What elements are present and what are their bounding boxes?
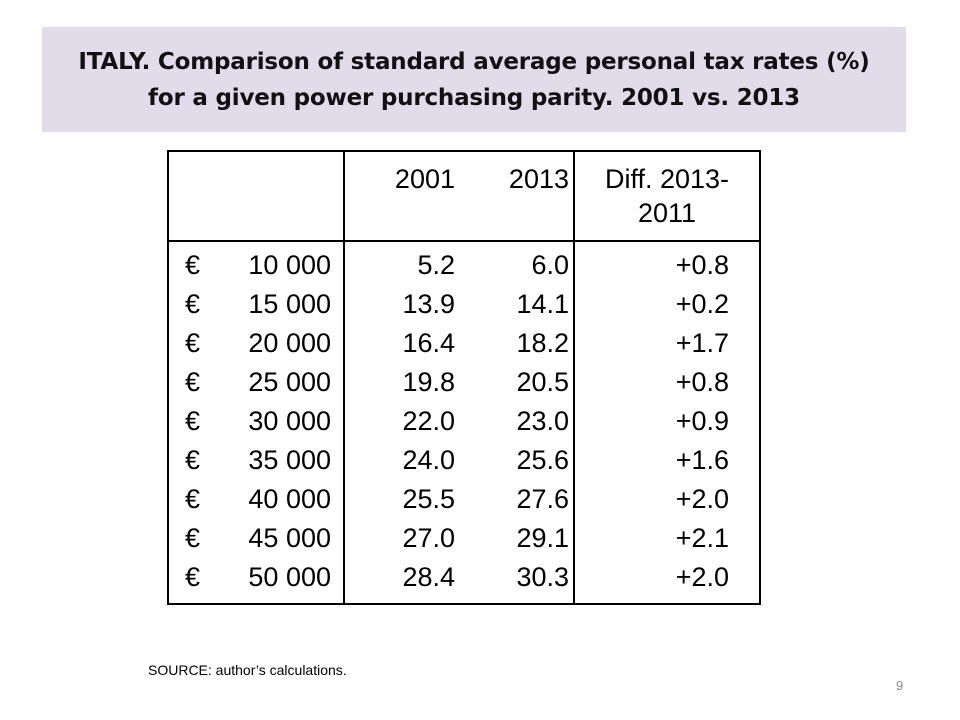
rate-2001-cell: 24.0 [402,445,455,475]
diff-cell: +0.2 [675,289,729,319]
diff-cell: +1.7 [675,328,729,358]
rate-2001-cell: 16.4 [402,328,455,358]
rate-2013-cell: 6.0 [459,241,575,285]
income-value: 50 000 [248,562,331,592]
income-cell: €10 000 [168,241,345,285]
income-value: 45 000 [248,523,331,553]
tax-rate-table: 2001 2013 Diff. 2013- 2011 €10 000 5.2 6… [167,150,761,605]
rate-2001-cell: 28.4 [402,562,455,592]
rate-2001-cell: 27.0 [402,523,455,553]
table-header-row: 2001 2013 Diff. 2013- 2011 [168,151,760,242]
table-row: €25 000 19.8 20.5 +0.8 [168,363,760,402]
currency-symbol: € [185,445,201,475]
diff-cell: +1.6 [675,445,729,475]
currency-symbol: € [185,250,201,280]
diff-cell: +0.8 [675,367,729,397]
slide-title-line-2: for a given power purchasing parity. 200… [148,84,800,111]
income-value: 35 000 [248,445,331,475]
income-value: 40 000 [248,484,331,514]
currency-symbol: € [185,484,201,514]
income-value: 15 000 [248,289,331,319]
currency-symbol: € [185,328,201,358]
income-cell: €50 000 [168,558,345,604]
income-value: 10 000 [248,250,331,280]
currency-symbol: € [185,367,201,397]
rate-2013-cell: 14.1 [459,285,575,324]
rate-2013-cell: 18.2 [459,324,575,363]
currency-symbol: € [185,406,201,436]
income-cell: €25 000 [168,363,345,402]
rate-2013-cell: 30.3 [459,558,575,604]
table-row: €30 000 22.0 23.0 +0.9 [168,402,760,441]
currency-symbol: € [185,562,201,592]
header-2013: 2013 [459,151,575,242]
rate-2001-cell: 19.8 [402,367,455,397]
header-2001: 2001 [344,151,459,242]
diff-cell: +2.0 [675,562,729,592]
rate-2001-cell: 13.9 [402,289,455,319]
income-cell: €30 000 [168,402,345,441]
header-diff: Diff. 2013- 2011 [574,151,760,242]
table-row: €50 000 28.4 30.3 +2.0 [168,558,760,604]
header-diff-line-1: Diff. 2013- [604,164,730,194]
rate-2013-cell: 27.6 [459,480,575,519]
page-number: 9 [896,678,904,693]
slide-title-line-1: ITALY. Comparison of standard average pe… [78,48,870,75]
income-cell: €15 000 [168,285,345,324]
currency-symbol: € [185,523,201,553]
rate-2001-cell: 25.5 [402,484,455,514]
diff-cell: +2.1 [675,523,729,553]
table-row: €45 000 27.0 29.1 +2.1 [168,519,760,558]
header-diff-line-2: 2011 [637,198,697,228]
rate-2013-cell: 29.1 [459,519,575,558]
table-row: €10 000 5.2 6.0 +0.8 [168,241,760,285]
source-note: SOURCE: author’s calculations. [148,662,347,678]
income-value: 25 000 [248,367,331,397]
title-band: ITALY. Comparison of standard average pe… [42,27,906,132]
table-row: €35 000 24.0 25.6 +1.6 [168,441,760,480]
income-cell: €40 000 [168,480,345,519]
income-cell: €45 000 [168,519,345,558]
diff-cell: +2.0 [675,484,729,514]
income-value: 20 000 [248,328,331,358]
income-value: 30 000 [248,406,331,436]
income-cell: €35 000 [168,441,345,480]
table-row: €20 000 16.4 18.2 +1.7 [168,324,760,363]
currency-symbol: € [185,289,201,319]
rate-2013-cell: 25.6 [459,441,575,480]
income-cell: €20 000 [168,324,345,363]
diff-cell: +0.8 [675,250,729,280]
rate-2013-cell: 23.0 [459,402,575,441]
table-row: €40 000 25.5 27.6 +2.0 [168,480,760,519]
rate-2001-cell: 22.0 [402,406,455,436]
rate-2013-cell: 20.5 [459,363,575,402]
diff-cell: +0.9 [675,406,729,436]
table-row: €15 000 13.9 14.1 +0.2 [168,285,760,324]
header-income [168,151,345,242]
rate-2001-cell: 5.2 [417,250,455,280]
